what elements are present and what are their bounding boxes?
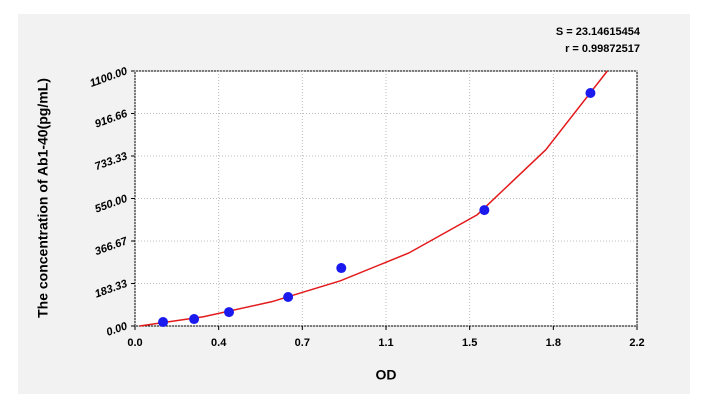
data-point: [479, 205, 490, 216]
x-tick-label: 1.1: [378, 337, 393, 349]
data-point: [224, 307, 235, 318]
fit-curve: [139, 70, 608, 327]
data-point: [158, 317, 169, 328]
x-tick-label: 0.7: [295, 337, 310, 349]
x-tick-label: 0.4: [211, 337, 227, 349]
data-point: [189, 314, 200, 325]
x-tick-label: 1.8: [546, 337, 561, 349]
x-tick-label: 0.0: [127, 337, 142, 349]
annotation: r = 0.99872517: [565, 43, 640, 55]
annotation: S = 23.14615454: [556, 26, 641, 38]
x-tick-label: 2.2: [629, 337, 644, 349]
data-point: [336, 263, 347, 274]
y-axis-label: The concentration of Ab1-40(pg/mL): [35, 78, 51, 318]
data-point: [283, 292, 294, 303]
x-axis-label: OD: [376, 367, 397, 383]
data-point: [585, 88, 596, 99]
x-tick-label: 1.5: [462, 337, 477, 349]
